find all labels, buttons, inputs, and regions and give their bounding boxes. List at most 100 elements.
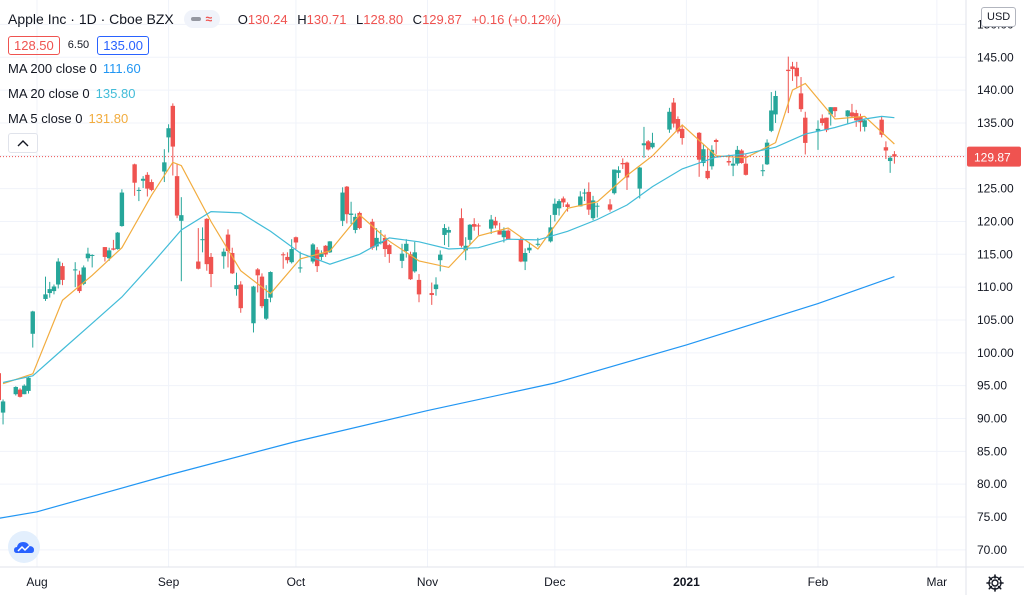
candle-body — [323, 245, 328, 255]
candle — [760, 164, 766, 177]
last-price-tag — [967, 146, 1021, 167]
time-tick-label: Mar — [927, 575, 948, 589]
candle-body — [264, 298, 269, 319]
candle-body — [255, 269, 260, 276]
tradingview-logo-button[interactable] — [8, 531, 40, 563]
candle-body — [832, 107, 838, 112]
low-value: 128.80 — [363, 11, 404, 27]
symbol-title[interactable]: Apple Inc · 1D · Cboe BZX — [8, 11, 174, 27]
candle — [0, 373, 1, 401]
open-value: 130.24 — [247, 11, 288, 27]
candle-body — [13, 386, 18, 395]
candle — [620, 158, 625, 169]
candle-body — [314, 249, 320, 267]
low-label: L — [356, 11, 364, 27]
candle — [679, 124, 685, 145]
candle-body — [234, 285, 239, 290]
ma-5-legend[interactable]: MA 5 close 0 131.80 — [8, 106, 567, 131]
candle-body — [730, 163, 736, 166]
candle-body — [174, 176, 180, 216]
candle — [883, 141, 889, 160]
ma-5-value: 131.80 — [88, 111, 129, 126]
candle-body — [446, 229, 451, 233]
candle — [854, 109, 859, 127]
candle-body — [476, 225, 481, 227]
candle — [773, 90, 778, 123]
candle-body — [616, 170, 621, 173]
ma-5-label: MA 5 close 0 — [8, 111, 83, 126]
candle — [595, 203, 600, 218]
candle — [47, 281, 52, 298]
candle-body — [620, 163, 625, 165]
candle — [22, 384, 27, 395]
candle — [353, 213, 358, 234]
candle — [552, 198, 558, 222]
candle — [616, 166, 621, 179]
candle-body — [166, 128, 171, 138]
candle-body — [646, 141, 651, 150]
chart-legend: Apple Inc · 1D · Cboe BZX ≈ O130.24 H130… — [8, 8, 567, 153]
candle-body — [582, 192, 587, 194]
price-tick-label: 90.00 — [977, 412, 1007, 426]
candle — [849, 103, 855, 118]
candle-body — [387, 245, 392, 255]
candle-body — [81, 267, 86, 284]
candle-body — [119, 192, 125, 227]
settings-button[interactable] — [985, 573, 1005, 593]
candle — [845, 110, 850, 124]
candle — [251, 285, 256, 333]
candle — [280, 252, 286, 269]
candle — [132, 163, 137, 196]
ask-button[interactable]: 135.00 — [97, 35, 149, 55]
candle-body — [429, 293, 434, 296]
ma-200-legend[interactable]: MA 200 close 0 111.60 — [8, 56, 567, 81]
bid-button[interactable]: 128.50 — [8, 35, 60, 55]
currency-button[interactable]: USD — [981, 7, 1017, 27]
candle-body — [459, 218, 464, 246]
candle — [115, 231, 120, 250]
candle-body — [348, 213, 354, 215]
candle — [106, 247, 112, 261]
time-tick-label: Dec — [544, 575, 565, 589]
gear-icon — [986, 574, 1004, 592]
candle-body — [433, 284, 439, 290]
tradingview-cloud-icon — [14, 542, 34, 553]
candle — [174, 163, 180, 219]
price-tick-label: 145.00 — [977, 50, 1014, 64]
candle — [234, 272, 239, 296]
candle-body — [505, 230, 511, 240]
candle-body — [106, 250, 112, 259]
candle — [289, 239, 294, 264]
candle-body — [535, 243, 541, 245]
candle-body — [77, 274, 82, 292]
candle-body — [726, 161, 732, 163]
candle — [179, 197, 184, 282]
candle — [297, 251, 303, 273]
candle-body — [607, 204, 613, 210]
candle-body — [887, 157, 893, 162]
candle-body — [828, 107, 833, 115]
last-price-label: 129.87 — [974, 151, 1011, 165]
candle — [259, 273, 265, 309]
ma-20-legend[interactable]: MA 20 close 0 135.80 — [8, 81, 567, 106]
candle — [803, 111, 808, 155]
candle-body — [17, 389, 23, 397]
candle-body — [412, 252, 417, 272]
candle — [887, 155, 893, 173]
chevron-up-icon — [17, 140, 29, 147]
candle-body — [89, 254, 95, 256]
candle — [221, 248, 226, 269]
candle-body — [561, 198, 566, 203]
price-tick-label: 75.00 — [977, 510, 1007, 524]
candle-body — [641, 143, 647, 146]
price-tick-label: 110.00 — [977, 280, 1013, 294]
candle-body — [883, 147, 889, 151]
candle-body — [713, 140, 719, 142]
ma-200-label: MA 200 close 0 — [8, 61, 97, 76]
candle — [374, 228, 379, 251]
candle — [522, 248, 528, 271]
collapse-legend-button[interactable] — [8, 133, 38, 153]
chart-type-toggle[interactable]: ≈ — [183, 10, 220, 28]
candle-body — [115, 232, 120, 250]
